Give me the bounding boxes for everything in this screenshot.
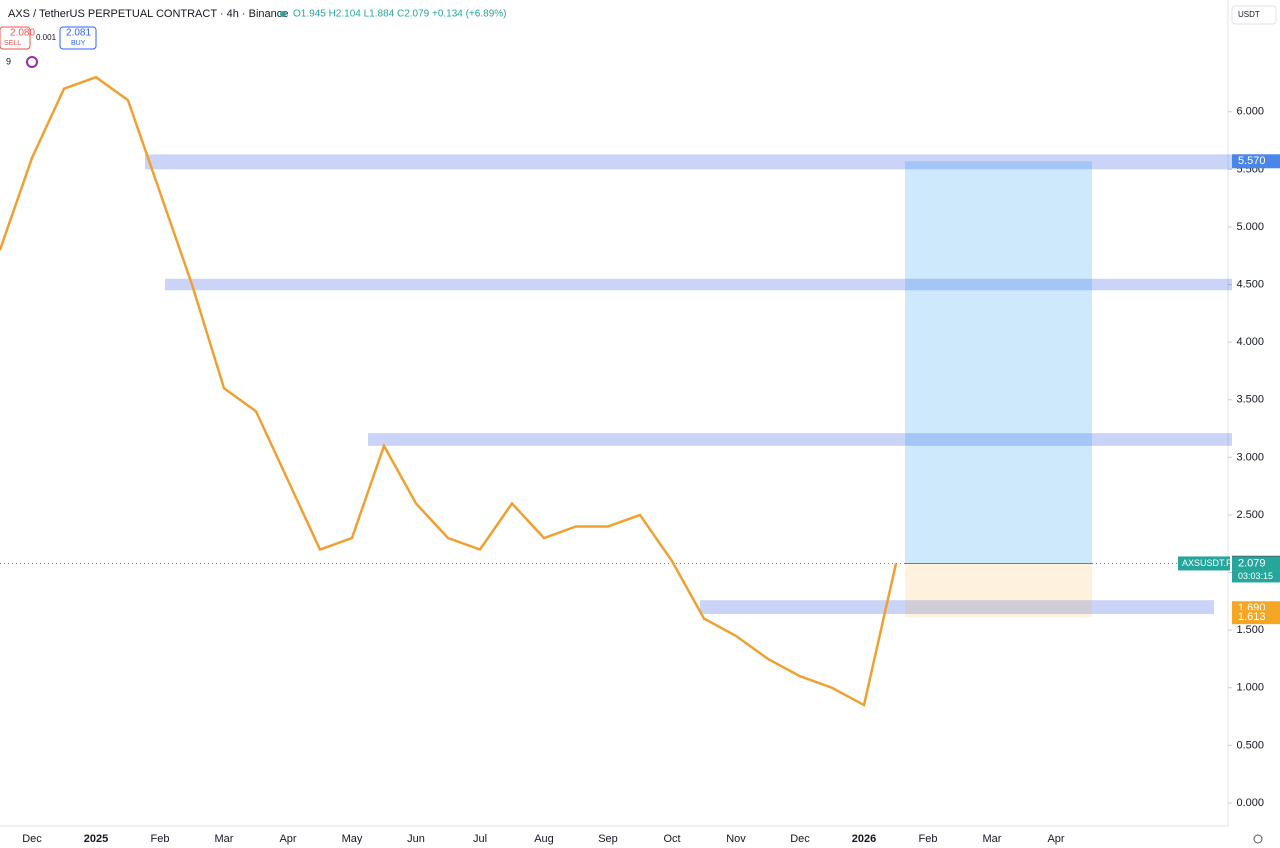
status-dot [280,11,286,17]
y-tick-label: 6.000 [1236,106,1264,118]
buy-label[interactable]: BUY [71,40,86,47]
zone [145,154,1232,170]
price-label-bg [1232,610,1280,625]
zone [165,278,1232,291]
spread: 0.001 [36,33,57,42]
y-tick-label: 4.000 [1236,336,1264,348]
y-tick-label: 5.000 [1236,221,1264,233]
price-label-bg [1232,556,1280,571]
x-tick-label: 2026 [852,833,876,845]
y-tick-label: 3.500 [1236,394,1264,406]
x-tick-label: Apr [279,833,296,845]
sell-price[interactable]: 2.080 [10,28,35,39]
zone [368,433,1232,446]
currency[interactable]: USDT [1238,10,1260,19]
price-label: 1.613 [1238,611,1266,623]
x-tick-label: Oct [663,833,680,845]
settings-icon[interactable] [1253,834,1263,844]
y-tick-label: 4.500 [1236,278,1264,290]
x-tick-label: Feb [919,833,938,845]
x-tick-label: Mar [215,833,234,845]
price-label: 2.079 [1238,557,1266,569]
symbol: AXS / TetherUS PERPETUAL CONTRACT · 4h ·… [8,8,288,20]
sell-button[interactable] [0,26,31,50]
sell-label[interactable]: SELL [4,40,21,47]
y-tick-label: 2.500 [1236,509,1264,521]
x-tick-label: Jun [407,833,425,845]
x-tick-label: Apr [1047,833,1064,845]
x-tick-label: Dec [790,833,810,845]
buy-button[interactable] [59,26,97,50]
y-tick-label: 0.500 [1236,739,1264,751]
indicator-icon[interactable] [26,56,38,68]
symbol-label: AXSUSDT.P [1182,558,1232,568]
x-tick-label: Aug [534,833,554,845]
currency-button[interactable] [1231,5,1277,25]
x-tick-label: Nov [726,833,746,845]
price-line [0,75,898,707]
stop-area [905,563,1092,618]
price-label: 5.570 [1238,155,1266,167]
price-label-bg [1232,154,1280,169]
x-tick-label: May [342,833,363,845]
target-area [905,161,1092,564]
y-tick-label: 1.000 [1236,682,1264,694]
buy-price[interactable]: 2.081 [66,28,91,39]
x-tick-label: Dec [22,833,42,845]
ohlc: O1.945 H2.104 L1.884 C2.079 +0.134 (+6.8… [293,9,507,20]
zone [700,600,1214,615]
x-tick-label: Feb [151,833,170,845]
indicator: 9 [6,56,11,66]
countdown: 03:03:15 [1238,571,1273,581]
symbol-label-bg [1178,556,1230,571]
y-tick-label: 0.000 [1236,797,1264,809]
countdown-bg [1232,570,1280,583]
x-tick-label: Jul [473,833,487,845]
x-tick-label: Sep [598,833,618,845]
x-tick-label: Mar [983,833,1002,845]
y-tick-label: 3.000 [1236,451,1264,463]
x-tick-label: 2025 [84,833,108,845]
y-tick-label: 1.500 [1236,624,1264,636]
